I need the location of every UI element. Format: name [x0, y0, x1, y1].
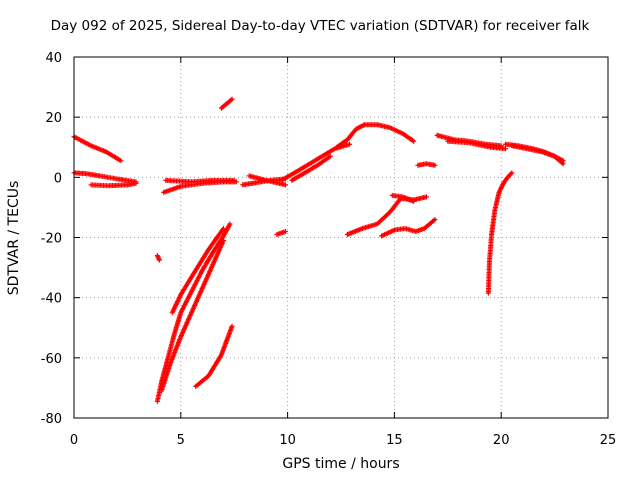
x-tick-label: 20	[493, 433, 510, 448]
data-point	[282, 182, 288, 188]
data-point	[327, 153, 333, 159]
y-tick-label: -80	[41, 412, 62, 427]
data-points	[71, 96, 566, 404]
data-point	[347, 141, 353, 147]
data-point	[411, 138, 417, 144]
data-point	[118, 158, 124, 164]
x-tick-label: 10	[279, 433, 296, 448]
x-tick-label: 5	[177, 433, 185, 448]
y-axis-label: SDTVAR / TECUs	[6, 180, 22, 296]
y-tick-label: 40	[45, 51, 62, 66]
data-point	[560, 158, 566, 164]
data-point	[432, 216, 438, 222]
grid-lines	[74, 57, 608, 418]
data-point	[509, 170, 515, 176]
data-point	[502, 146, 508, 152]
x-axis-label: GPS time / hours	[282, 456, 400, 472]
y-tick-label: 0	[54, 171, 62, 186]
x-tick-label: 15	[386, 433, 403, 448]
y-tick-label: -20	[41, 232, 62, 247]
y-tick-label: -60	[41, 352, 62, 367]
x-tick-label: 25	[600, 433, 617, 448]
data-point	[432, 162, 438, 168]
data-point	[423, 194, 429, 200]
data-point	[229, 96, 235, 102]
y-tick-label: -40	[41, 292, 62, 307]
axis-ticks: 0 5 10 15 20 25 -80 -60 -40 -20 0 20 40	[41, 51, 617, 448]
x-tick-label: 0	[70, 433, 78, 448]
data-point	[221, 225, 227, 231]
data-point	[411, 198, 417, 204]
data-point	[282, 228, 288, 234]
chart-title: Day 092 of 2025, Sidereal Day-to-day VTE…	[50, 18, 590, 34]
data-point	[229, 323, 235, 329]
data-point	[133, 180, 139, 186]
data-point	[221, 238, 227, 244]
y-tick-label: 20	[45, 111, 62, 126]
data-point	[156, 257, 162, 263]
data-point	[227, 221, 233, 227]
data-point	[231, 177, 237, 183]
